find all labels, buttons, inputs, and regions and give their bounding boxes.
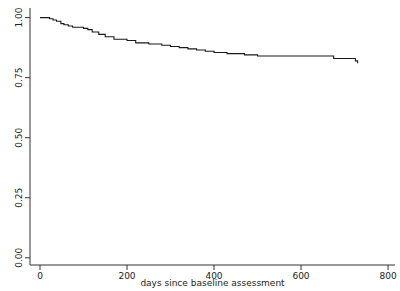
x-axis-label: days since baseline assessment: [140, 278, 285, 288]
x-tick: [214, 265, 215, 270]
x-tick-label: 600: [292, 271, 309, 281]
y-tick-label: 0.50: [14, 127, 24, 147]
x-tick: [301, 265, 302, 270]
chart: 0.000.250.500.751.000200400600800days si…: [0, 0, 400, 291]
x-tick: [40, 265, 41, 270]
y-tick-label: 1.00: [14, 7, 24, 27]
y-tick: [25, 197, 30, 198]
x-tick-label: 200: [118, 271, 135, 281]
x-tick: [127, 265, 128, 270]
y-axis: [30, 8, 31, 265]
y-tick: [25, 137, 30, 138]
plot-area: [40, 18, 358, 64]
y-tick-label: 0.00: [14, 248, 24, 268]
x-axis: [30, 265, 395, 266]
y-tick: [25, 17, 30, 18]
y-tick-label: 0.75: [14, 68, 24, 88]
y-tick-label: 0.25: [14, 188, 24, 208]
y-tick: [25, 257, 30, 258]
x-tick-label: 800: [379, 271, 396, 281]
y-tick: [25, 77, 30, 78]
x-tick-label: 0: [37, 271, 43, 281]
survival-curve: [40, 18, 358, 64]
x-tick: [388, 265, 389, 270]
